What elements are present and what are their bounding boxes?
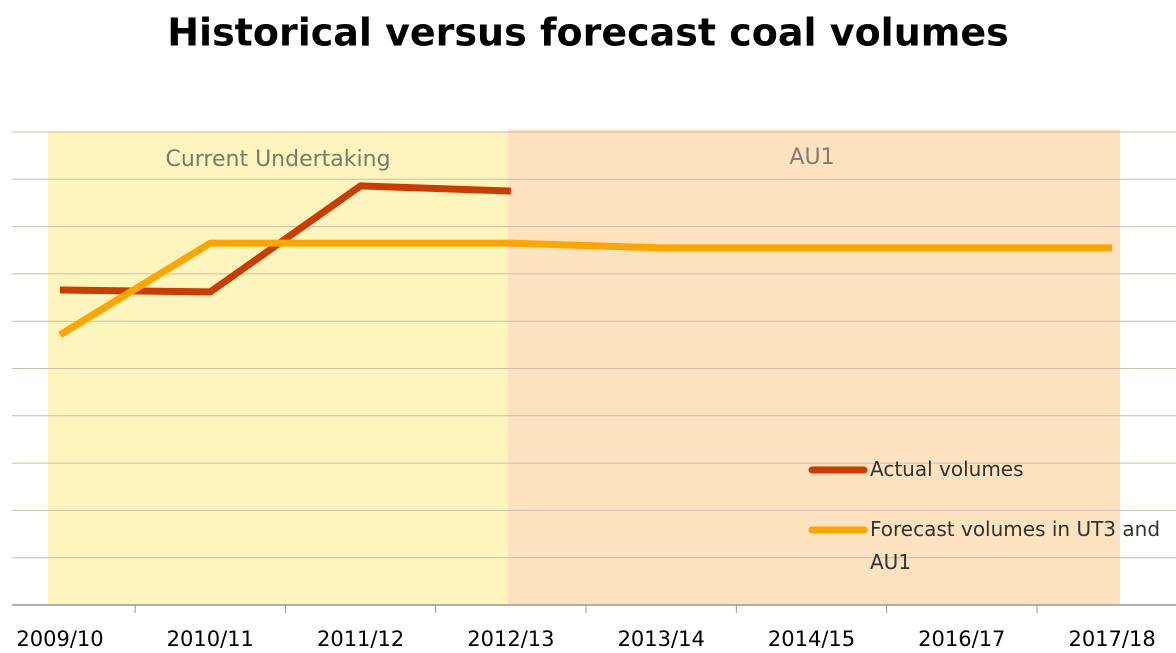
annotation: AU1	[789, 145, 834, 170]
region-au1	[508, 130, 1120, 605]
x-tick-label: 2009/10	[16, 627, 103, 651]
chart-title: Historical versus forecast coal volumes	[167, 11, 1009, 55]
x-tick-label: 2010/11	[167, 627, 254, 651]
legend-label: Forecast volumes in UT3 and AU1	[870, 517, 1161, 574]
x-tick-label: 2014/15	[768, 627, 855, 651]
annotation: Current Undertaking	[165, 147, 390, 172]
x-tick-label: 2016/17	[918, 627, 1005, 651]
legend-label: Actual volumes	[870, 457, 1024, 481]
x-tick-label: 2017/18	[1068, 627, 1155, 651]
x-tick-label: 2012/13	[467, 627, 554, 651]
x-tick-label: 2013/14	[618, 627, 705, 651]
series-line	[58, 239, 1113, 338]
x-tick-label: 2011/12	[317, 627, 404, 651]
